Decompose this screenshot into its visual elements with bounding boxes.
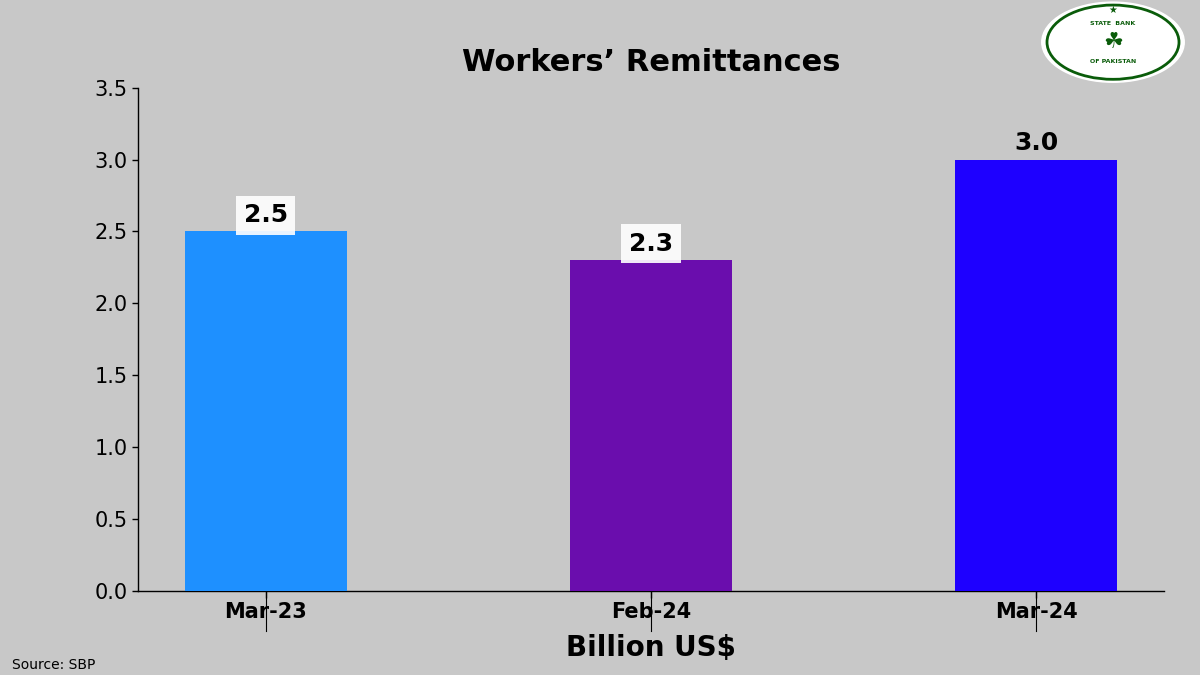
Title: Workers’ Remittances: Workers’ Remittances <box>462 48 840 77</box>
Text: 3.0: 3.0 <box>1014 131 1058 155</box>
Text: Source: SBP: Source: SBP <box>12 657 95 672</box>
X-axis label: Billion US$: Billion US$ <box>566 634 736 662</box>
Text: OF PAKISTAN: OF PAKISTAN <box>1090 59 1136 64</box>
Ellipse shape <box>1042 2 1184 82</box>
Bar <box>185 232 347 591</box>
Text: 2.3: 2.3 <box>629 232 673 256</box>
Text: 2.5: 2.5 <box>244 203 288 227</box>
Text: ★: ★ <box>1109 5 1117 15</box>
Text: ☘: ☘ <box>1103 32 1123 52</box>
Bar <box>570 260 732 591</box>
Bar <box>955 159 1117 591</box>
Text: STATE  BANK: STATE BANK <box>1091 21 1135 26</box>
